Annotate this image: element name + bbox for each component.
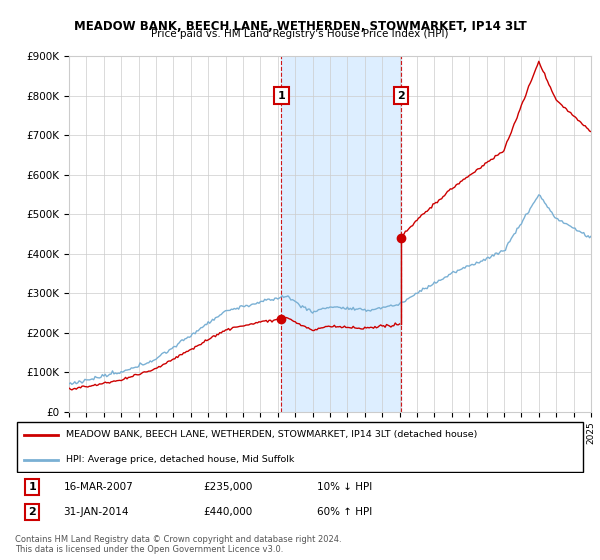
Text: £235,000: £235,000 bbox=[203, 482, 253, 492]
Text: 2: 2 bbox=[28, 507, 36, 517]
Text: 31-JAN-2014: 31-JAN-2014 bbox=[64, 507, 129, 517]
Text: 2: 2 bbox=[397, 91, 405, 100]
Bar bbox=[281, 56, 401, 412]
Text: 10% ↓ HPI: 10% ↓ HPI bbox=[317, 482, 373, 492]
Text: 16-MAR-2007: 16-MAR-2007 bbox=[64, 482, 133, 492]
Text: £440,000: £440,000 bbox=[203, 507, 253, 517]
Text: MEADOW BANK, BEECH LANE, WETHERDEN, STOWMARKET, IP14 3LT (detached house): MEADOW BANK, BEECH LANE, WETHERDEN, STOW… bbox=[66, 431, 478, 440]
Text: Contains HM Land Registry data © Crown copyright and database right 2024.
This d: Contains HM Land Registry data © Crown c… bbox=[15, 535, 341, 554]
Text: Price paid vs. HM Land Registry's House Price Index (HPI): Price paid vs. HM Land Registry's House … bbox=[151, 29, 449, 39]
FancyBboxPatch shape bbox=[17, 422, 583, 472]
Text: 1: 1 bbox=[28, 482, 36, 492]
Text: HPI: Average price, detached house, Mid Suffolk: HPI: Average price, detached house, Mid … bbox=[66, 455, 295, 464]
Text: 1: 1 bbox=[278, 91, 286, 100]
Text: MEADOW BANK, BEECH LANE, WETHERDEN, STOWMARKET, IP14 3LT: MEADOW BANK, BEECH LANE, WETHERDEN, STOW… bbox=[74, 20, 526, 32]
Text: 60% ↑ HPI: 60% ↑ HPI bbox=[317, 507, 373, 517]
